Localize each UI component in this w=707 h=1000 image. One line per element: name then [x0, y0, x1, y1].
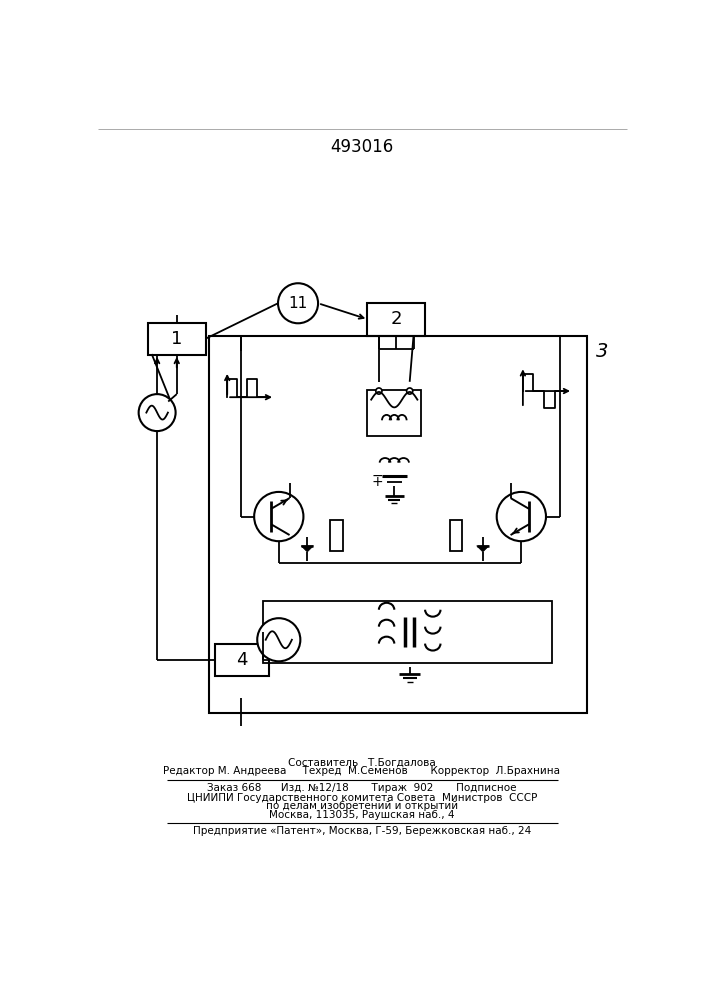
Bar: [209, 336, 587, 713]
Text: +: +: [372, 475, 383, 489]
Bar: [215, 644, 269, 676]
Bar: [264, 601, 552, 663]
Text: Заказ 668      Изд. №12/18       Тираж  902       Подписное: Заказ 668 Изд. №12/18 Тираж 902 Подписно…: [207, 783, 517, 793]
Text: ЦНИИПИ Государственного комитета Совета  Министров  СССР: ЦНИИПИ Государственного комитета Совета …: [187, 793, 537, 803]
Circle shape: [254, 492, 303, 541]
Circle shape: [139, 394, 175, 431]
Text: 1: 1: [171, 330, 182, 348]
Text: Предприятие «Патент», Москва, Г-59, Бережковская наб., 24: Предприятие «Патент», Москва, Г-59, Бере…: [193, 826, 531, 836]
Text: Составитель   Т.Богдалова: Составитель Т.Богдалова: [288, 757, 436, 767]
Bar: [330, 520, 343, 551]
Text: −: −: [372, 469, 383, 483]
Text: Москва, 113035, Раушская наб., 4: Москва, 113035, Раушская наб., 4: [269, 810, 455, 820]
Bar: [450, 520, 462, 551]
Circle shape: [376, 388, 382, 394]
Bar: [368, 389, 421, 436]
Circle shape: [257, 618, 300, 661]
Text: 2: 2: [390, 310, 402, 328]
Bar: [148, 323, 206, 355]
Circle shape: [278, 283, 318, 323]
Text: 493016: 493016: [330, 138, 394, 156]
Polygon shape: [477, 546, 489, 552]
Text: 3: 3: [596, 342, 609, 361]
Circle shape: [497, 492, 546, 541]
Bar: [368, 303, 425, 336]
Text: по делам изобретений и открытий: по делам изобретений и открытий: [266, 801, 458, 811]
Circle shape: [407, 388, 413, 394]
Text: 11: 11: [288, 296, 308, 311]
Text: 4: 4: [236, 651, 247, 669]
Polygon shape: [301, 546, 313, 552]
Text: Редактор М. Андреева     Техред  М.Семенов       Корректор  Л.Брахнина: Редактор М. Андреева Техред М.Семенов Ко…: [163, 766, 561, 776]
